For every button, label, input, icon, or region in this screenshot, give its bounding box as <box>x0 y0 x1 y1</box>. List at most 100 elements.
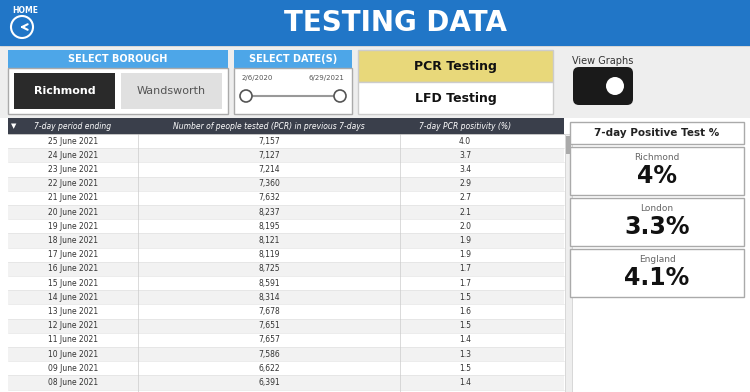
FancyBboxPatch shape <box>570 147 744 195</box>
FancyBboxPatch shape <box>8 148 564 162</box>
Text: 7,632: 7,632 <box>258 193 280 202</box>
Text: Richmond: Richmond <box>34 86 95 96</box>
Text: 1.9: 1.9 <box>459 250 471 259</box>
Text: SELECT DATE(S): SELECT DATE(S) <box>249 54 338 64</box>
Text: 4%: 4% <box>637 164 677 188</box>
Text: 3.3%: 3.3% <box>624 215 690 239</box>
Text: 7,214: 7,214 <box>258 165 280 174</box>
FancyBboxPatch shape <box>8 162 564 177</box>
Text: 2.1: 2.1 <box>459 208 471 217</box>
FancyBboxPatch shape <box>8 390 564 392</box>
FancyBboxPatch shape <box>121 73 222 109</box>
Text: 1.3: 1.3 <box>459 350 471 359</box>
FancyBboxPatch shape <box>566 136 571 154</box>
Text: 6,391: 6,391 <box>258 378 280 387</box>
Text: View Graphs: View Graphs <box>572 56 634 66</box>
Text: 1.4: 1.4 <box>459 336 471 345</box>
FancyBboxPatch shape <box>234 50 352 68</box>
Text: 7,678: 7,678 <box>258 307 280 316</box>
Text: 2/6/2020: 2/6/2020 <box>242 75 273 81</box>
Text: 17 June 2021: 17 June 2021 <box>48 250 98 259</box>
FancyBboxPatch shape <box>8 347 564 361</box>
Circle shape <box>11 16 33 38</box>
Text: 3.7: 3.7 <box>459 151 471 160</box>
FancyBboxPatch shape <box>8 50 228 68</box>
Text: 16 June 2021: 16 June 2021 <box>48 264 98 273</box>
FancyBboxPatch shape <box>8 205 564 219</box>
FancyBboxPatch shape <box>8 290 564 305</box>
Text: 25 June 2021: 25 June 2021 <box>48 136 98 145</box>
Text: Number of people tested (PCR) in previous 7-days: Number of people tested (PCR) in previou… <box>173 122 364 131</box>
Text: ▼: ▼ <box>11 123 16 129</box>
Text: 8,314: 8,314 <box>258 293 280 302</box>
Text: 7-day PCR positivity (%): 7-day PCR positivity (%) <box>419 122 511 131</box>
FancyBboxPatch shape <box>570 198 744 246</box>
Text: 8,121: 8,121 <box>258 236 280 245</box>
Text: 7-day Positive Test %: 7-day Positive Test % <box>594 128 720 138</box>
FancyBboxPatch shape <box>14 73 115 109</box>
Text: 4.0: 4.0 <box>459 136 471 145</box>
Text: 8,237: 8,237 <box>258 208 280 217</box>
Text: 6/29/2021: 6/29/2021 <box>308 75 344 81</box>
FancyBboxPatch shape <box>8 233 564 248</box>
Text: 22 June 2021: 22 June 2021 <box>48 179 98 188</box>
Text: 7,651: 7,651 <box>258 321 280 330</box>
Text: 08 June 2021: 08 June 2021 <box>48 378 98 387</box>
Circle shape <box>334 90 346 102</box>
Text: 1.4: 1.4 <box>459 378 471 387</box>
Text: 15 June 2021: 15 June 2021 <box>48 279 98 288</box>
Text: PCR Testing: PCR Testing <box>414 60 497 73</box>
Text: 18 June 2021: 18 June 2021 <box>48 236 98 245</box>
Text: Wandsworth: Wandsworth <box>137 86 206 96</box>
Text: 13 June 2021: 13 June 2021 <box>48 307 98 316</box>
FancyBboxPatch shape <box>8 118 564 134</box>
FancyBboxPatch shape <box>0 0 750 46</box>
Text: 1.5: 1.5 <box>459 293 471 302</box>
FancyBboxPatch shape <box>8 333 564 347</box>
FancyBboxPatch shape <box>565 134 572 392</box>
Text: 2.0: 2.0 <box>459 222 471 231</box>
Text: TESTING DATA: TESTING DATA <box>284 9 506 37</box>
Circle shape <box>606 77 624 95</box>
FancyBboxPatch shape <box>570 122 744 144</box>
Text: England: England <box>638 254 675 263</box>
FancyBboxPatch shape <box>8 248 564 262</box>
FancyBboxPatch shape <box>0 46 750 118</box>
Text: 1.5: 1.5 <box>459 364 471 373</box>
FancyBboxPatch shape <box>8 68 228 114</box>
FancyBboxPatch shape <box>8 134 564 148</box>
Text: 1.5: 1.5 <box>459 321 471 330</box>
Text: 14 June 2021: 14 June 2021 <box>48 293 98 302</box>
Text: 1.7: 1.7 <box>459 264 471 273</box>
Text: 1.6: 1.6 <box>459 307 471 316</box>
Text: 7,127: 7,127 <box>258 151 280 160</box>
Text: 7,657: 7,657 <box>258 336 280 345</box>
Text: 2.9: 2.9 <box>459 179 471 188</box>
Text: 10 June 2021: 10 June 2021 <box>48 350 98 359</box>
Text: London: London <box>640 203 674 212</box>
Circle shape <box>240 90 252 102</box>
Text: 1.7: 1.7 <box>459 279 471 288</box>
FancyBboxPatch shape <box>358 82 553 114</box>
Text: 1.9: 1.9 <box>459 236 471 245</box>
FancyBboxPatch shape <box>8 361 564 376</box>
Text: 6,622: 6,622 <box>258 364 280 373</box>
Text: 7-day period ending: 7-day period ending <box>34 122 112 131</box>
Text: 8,725: 8,725 <box>258 264 280 273</box>
Text: 7,360: 7,360 <box>258 179 280 188</box>
FancyBboxPatch shape <box>8 319 564 333</box>
Text: LFD Testing: LFD Testing <box>415 91 497 105</box>
Text: 24 June 2021: 24 June 2021 <box>48 151 98 160</box>
Text: 7,586: 7,586 <box>258 350 280 359</box>
FancyBboxPatch shape <box>8 262 564 276</box>
FancyBboxPatch shape <box>8 219 564 233</box>
Text: 19 June 2021: 19 June 2021 <box>48 222 98 231</box>
Text: 11 June 2021: 11 June 2021 <box>48 336 98 345</box>
Text: 4.1%: 4.1% <box>624 266 690 290</box>
Text: 8,591: 8,591 <box>258 279 280 288</box>
Text: 8,119: 8,119 <box>258 250 280 259</box>
FancyBboxPatch shape <box>8 191 564 205</box>
Text: SELECT BOROUGH: SELECT BOROUGH <box>68 54 168 64</box>
Text: 21 June 2021: 21 June 2021 <box>48 193 98 202</box>
Text: 20 June 2021: 20 June 2021 <box>48 208 98 217</box>
